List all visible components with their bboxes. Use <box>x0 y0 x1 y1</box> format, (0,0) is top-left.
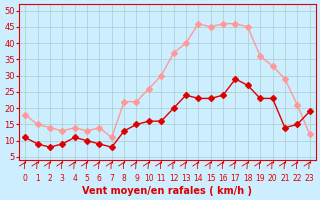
X-axis label: Vent moyen/en rafales ( km/h ): Vent moyen/en rafales ( km/h ) <box>82 186 252 196</box>
